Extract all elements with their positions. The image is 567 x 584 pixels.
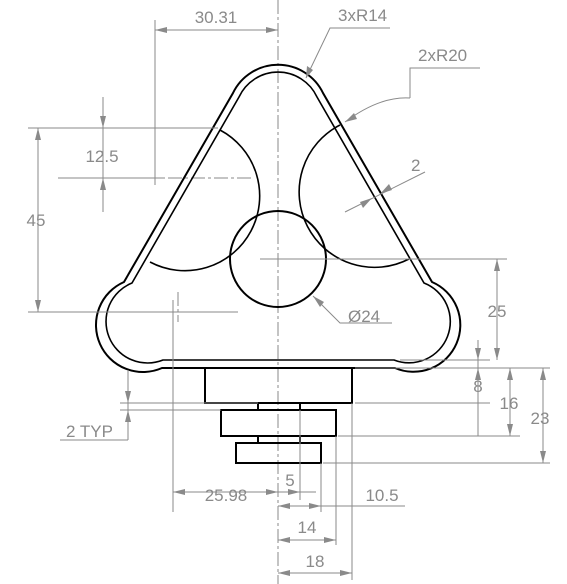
dimension-labels: 30.31 3xR14 2xR20 12.5 2 45 25 Ø24 8 16 …	[27, 6, 550, 571]
triangular-plate	[95, 63, 462, 373]
dim-2-label: 2	[411, 156, 420, 175]
dim-23-label: 23	[531, 409, 550, 428]
dim-16-label: 16	[500, 394, 519, 413]
dim-30-31-label: 30.31	[195, 8, 238, 27]
dim-5-label: 5	[285, 471, 294, 490]
dim-12-5-label: 12.5	[85, 147, 118, 166]
dim-2-typ-label: 2 TYP	[66, 422, 113, 441]
dim-8-label: 8	[473, 377, 482, 396]
shaft-neck-1	[257, 402, 301, 411]
dim-18-label: 18	[306, 552, 325, 571]
stepped-shaft	[204, 367, 353, 464]
dim-25-98-label: 25.98	[205, 486, 248, 505]
shaft-neck-2	[257, 435, 301, 444]
dim-25-label: 25	[488, 302, 507, 321]
dimension-lines	[28, 20, 550, 580]
outer-rounded-triangle	[95, 63, 462, 373]
left-lobe-cutout	[149, 129, 261, 272]
dim-10-5-label: 10.5	[365, 486, 398, 505]
inner-rounded-triangle	[105, 71, 452, 364]
shaft-bottom-step	[235, 442, 322, 464]
dim-2xR20-label: 2xR20	[418, 46, 467, 65]
dim-3xR14-label: 3xR14	[338, 6, 387, 25]
dim-45-label: 45	[27, 211, 46, 230]
right-lobe-cutout	[298, 124, 410, 269]
dim-14-label: 14	[298, 518, 317, 537]
dim-dia24-label: Ø24	[348, 307, 380, 326]
